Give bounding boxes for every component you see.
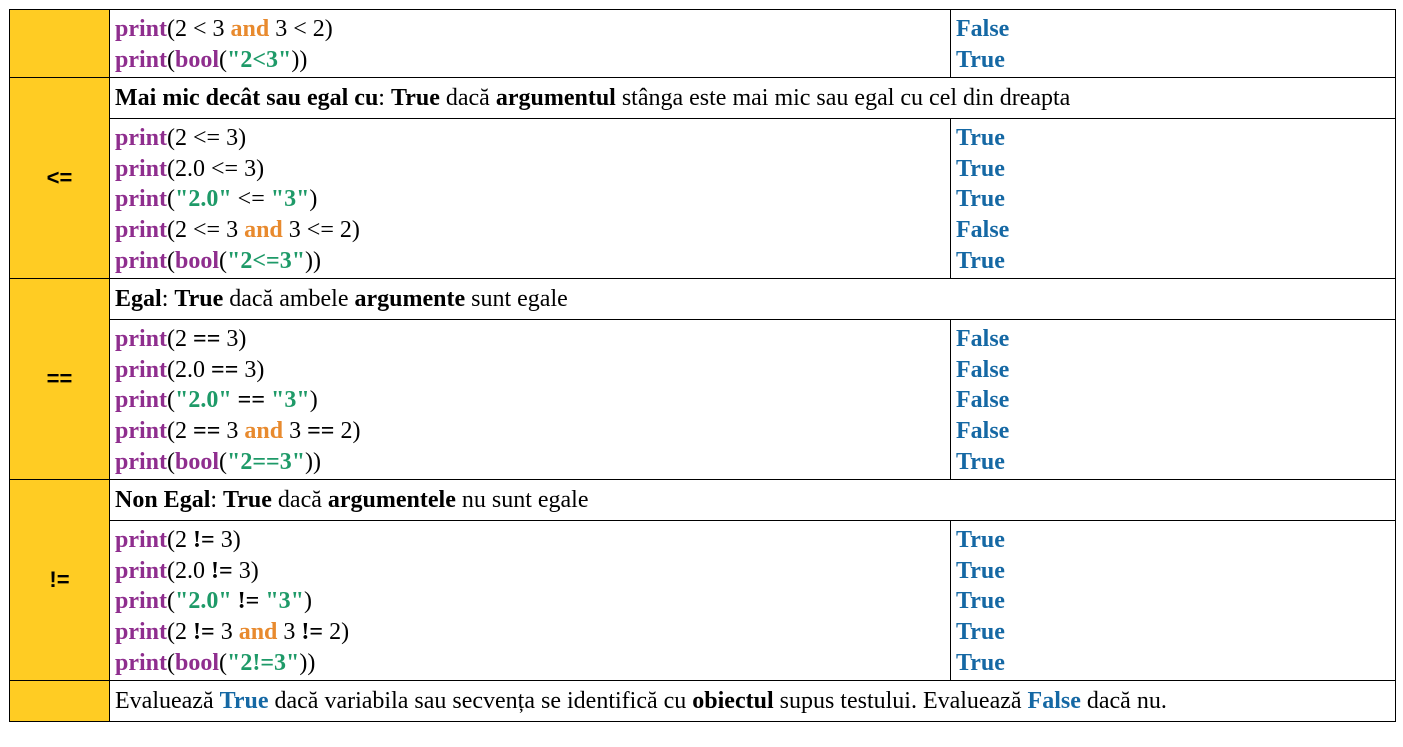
- code-line: print(2 <= 3): [115, 125, 247, 152]
- results-cell: True True True True True: [950, 520, 1396, 682]
- operator-cell: [9, 8, 110, 79]
- results-cell: False True: [950, 8, 1396, 79]
- code-line: print(2 == 3): [115, 326, 247, 353]
- code-examples-cell: print(2 <= 3) print(2.0 <= 3) print("2.0" …: [109, 118, 951, 280]
- operator-cell: [9, 680, 110, 723]
- code-line: print(bool("2<3")): [115, 46, 308, 73]
- code-examples-cell: print(2 == 3) print(2.0 == 3) print("2.0" …: [109, 319, 951, 481]
- result-value: True: [956, 46, 1005, 73]
- result-value: True: [956, 618, 1005, 645]
- result-value: True: [956, 649, 1005, 676]
- result-value: True: [956, 125, 1005, 152]
- description-text: Egal: True dacă ambele argumente sunt eg…: [115, 286, 568, 313]
- result-value: False: [956, 356, 1010, 383]
- result-value: True: [956, 588, 1005, 615]
- code-examples-cell: print(2 != 3) print(2.0 != 3) print("2.0" …: [109, 520, 951, 682]
- result-value: False: [956, 216, 1010, 243]
- code-line: print(bool("2!=3")): [115, 649, 316, 676]
- comparison-operators-table: print(2 < 3 and 3 < 2) print(bool("2<3"))…: [9, 8, 1396, 723]
- result-value: True: [956, 186, 1005, 213]
- result-value: True: [956, 247, 1005, 274]
- result-value: False: [956, 326, 1010, 353]
- description-text: Non Egal: True dacă argumentele nu sunt …: [115, 487, 589, 514]
- result-value: True: [956, 527, 1005, 554]
- code-line: print(2 != 3 and 3 != 2): [115, 618, 350, 645]
- code-line: print("2.0" != "3"): [115, 588, 312, 615]
- operator-description: Non Egal: True dacă argumentele nu sunt …: [109, 479, 1396, 522]
- code-line: print(2 == 3 and 3 == 2): [115, 417, 361, 444]
- results-cell: False False False False True: [950, 319, 1396, 481]
- result-value: True: [956, 448, 1005, 475]
- result-value: False: [956, 387, 1010, 414]
- code-examples-cell: print(2 < 3 and 3 < 2) print(bool("2<3")): [109, 8, 951, 79]
- code-line: print(bool("2==3")): [115, 448, 322, 475]
- description-text: Evaluează True dacă variabila sau secven…: [115, 688, 1167, 715]
- result-value: True: [956, 557, 1005, 584]
- code-line: print(bool("2<=3")): [115, 247, 322, 274]
- operator-description: Mai mic decât sau egal cu: True dacă arg…: [109, 77, 1396, 120]
- code-line: print(2 != 3): [115, 527, 241, 554]
- operator-description: Egal: True dacă ambele argumente sunt eg…: [109, 278, 1396, 321]
- code-line: print("2.0" <= "3"): [115, 186, 318, 213]
- code-line: print(2.0 <= 3): [115, 155, 265, 182]
- result-value: False: [956, 417, 1010, 444]
- operator-cell: <=: [9, 77, 110, 280]
- operator-cell: !=: [9, 479, 110, 682]
- result-value: True: [956, 155, 1005, 182]
- code-line: print("2.0" == "3"): [115, 387, 318, 414]
- code-line: print(2.0 != 3): [115, 557, 259, 584]
- result-value: False: [956, 16, 1010, 42]
- operator-description: Evaluează True dacă variabila sau secven…: [109, 680, 1396, 723]
- operator-cell: ==: [9, 278, 110, 481]
- code-line: print(2.0 == 3): [115, 356, 265, 383]
- results-cell: True True True False True: [950, 118, 1396, 280]
- code-line: print(2 <= 3 and 3 <= 2): [115, 216, 360, 243]
- code-line: print(2 < 3 and 3 < 2): [115, 16, 333, 42]
- description-text: Mai mic decât sau egal cu: True dacă arg…: [115, 85, 1071, 112]
